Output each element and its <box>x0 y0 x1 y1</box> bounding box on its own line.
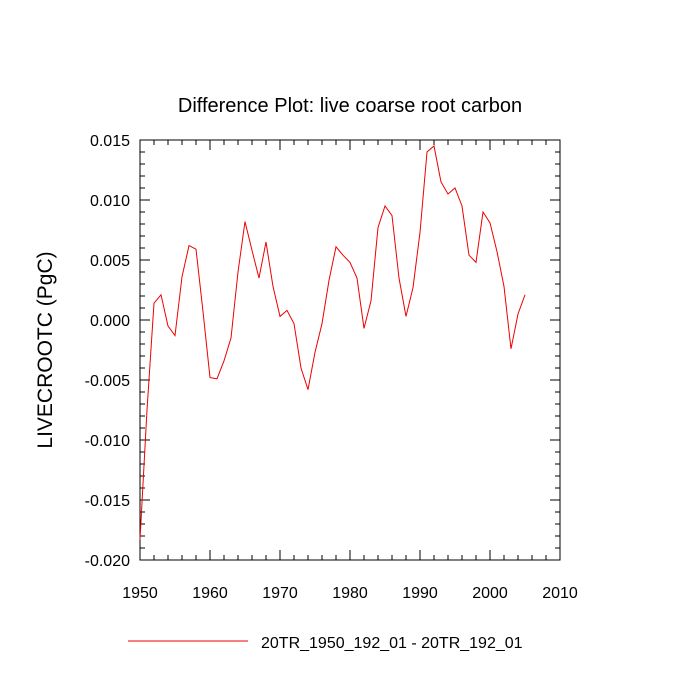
x-tick-label: 1980 <box>332 585 368 602</box>
x-tick-label: 1950 <box>122 585 158 602</box>
y-tick-label: 0.005 <box>90 253 130 270</box>
x-tick-label: 1960 <box>192 585 228 602</box>
series-group <box>139 145 526 540</box>
y-tick-label: 0.010 <box>90 193 130 210</box>
plot-frame <box>139 139 561 561</box>
legend-label: 20TR_1950_192_01 - 20TR_192_01 <box>261 635 523 652</box>
y-tick-label: 0.015 <box>90 133 130 150</box>
minor-ticks <box>139 139 561 561</box>
y-tick-label: -0.020 <box>85 553 130 570</box>
y-tick-labels: 0.015 0.010 0.005 0.000 -0.005 -0.010 -0.015 -0… <box>85 133 130 570</box>
x-tick-label: 1970 <box>262 585 298 602</box>
y-tick-label: -0.015 <box>85 493 130 510</box>
y-tick-label: -0.010 <box>85 433 130 450</box>
legend: 20TR_1950_192_01 - 20TR_192_01 <box>128 635 523 652</box>
y-tick-label: 0.000 <box>90 313 130 330</box>
chart-title: Difference Plot: live coarse root carbon <box>178 95 522 117</box>
x-tick-labels: 1950 1960 1970 1980 1990 2000 2010 <box>122 585 578 602</box>
major-ticks <box>139 139 561 561</box>
y-tick-label: -0.005 <box>85 373 130 390</box>
x-tick-label: 2000 <box>472 585 508 602</box>
x-tick-label: 1990 <box>402 585 438 602</box>
series-line <box>139 145 526 540</box>
y-axis-label: LIVECROOTC (PgC) <box>34 251 57 448</box>
x-tick-label: 2010 <box>542 585 578 602</box>
